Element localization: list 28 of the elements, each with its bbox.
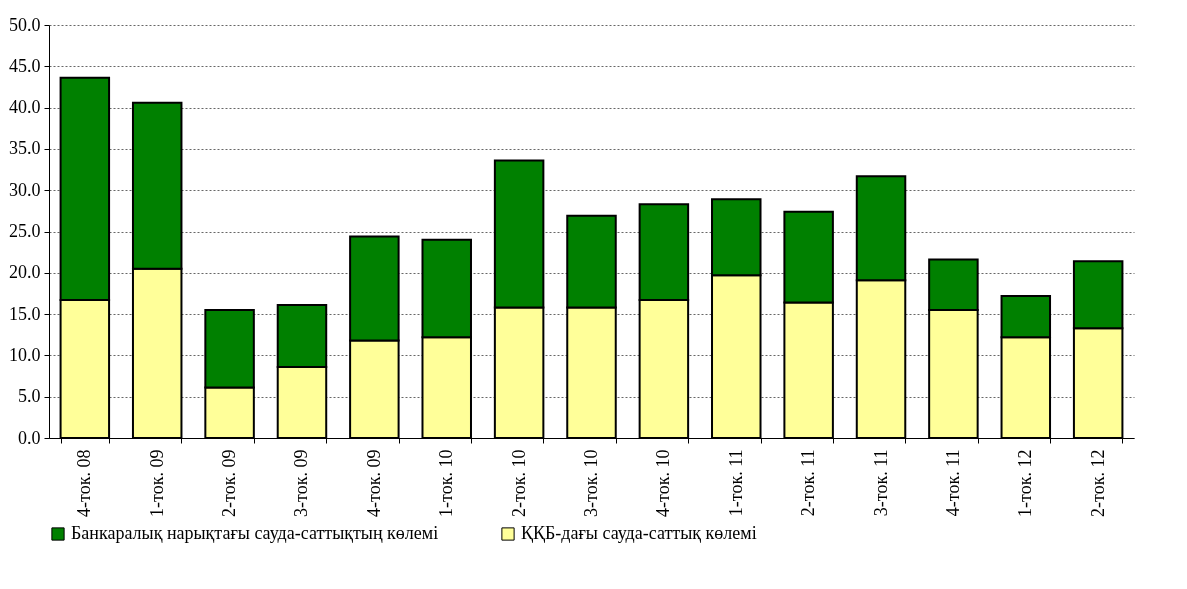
- y-tick-label: 10.0: [9, 344, 41, 365]
- x-tick-label: 3-ток. 10: [581, 449, 601, 517]
- y-tick-label: 15.0: [9, 303, 41, 324]
- y-tick-label: 20.0: [9, 262, 41, 283]
- x-tick-label: 2-ток. 12: [1087, 449, 1108, 517]
- x-tick-label: 4-ток. 08: [74, 449, 95, 517]
- x-tick-label: 1-ток. 11: [725, 449, 746, 517]
- x-tick-label: 2-ток. 11: [798, 449, 819, 517]
- x-tick-label: 4-ток. 10: [653, 449, 674, 517]
- y-tick-label: 40.0: [9, 97, 41, 118]
- x-tick-label: 1-ток. 12: [1015, 449, 1036, 517]
- x-tick-label: 4-ток. 09: [363, 449, 384, 517]
- x-tick-label: 2-ток. 10: [508, 449, 529, 517]
- y-tick-label: 5.0: [18, 386, 41, 407]
- x-tick-label: 1-ток. 09: [146, 449, 167, 517]
- y-tick-label: 0.0: [18, 427, 41, 448]
- y-tick-label: 35.0: [9, 138, 41, 159]
- y-tick-label: 50.0: [9, 14, 41, 35]
- x-tick-label: 1-ток. 10: [436, 449, 457, 517]
- y-tick-label: 30.0: [9, 179, 41, 200]
- y-tick-label: 45.0: [9, 55, 41, 76]
- x-tick-label: 4-ток. 11: [942, 449, 963, 517]
- x-tick-label: 3-ток. 11: [870, 449, 891, 517]
- y-tick-label: 25.0: [9, 221, 41, 241]
- x-tick-label: 2-ток. 09: [219, 449, 240, 517]
- legend-label: Банкаралық нарықтағы сауда-саттықтың көлемі: [71, 523, 439, 543]
- legend-label: ҚҚБ-дағы сауда-саттық көлемі: [521, 523, 757, 543]
- x-tick-label: 3-ток. 09: [291, 449, 312, 517]
